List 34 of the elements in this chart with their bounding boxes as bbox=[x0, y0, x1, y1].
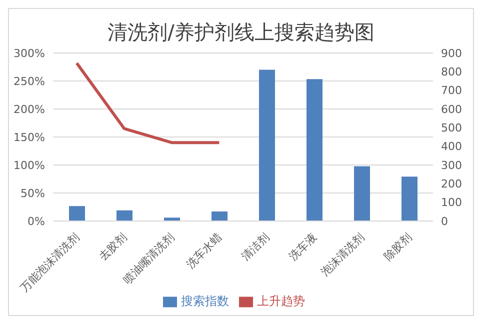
y2-tick-label: 200 bbox=[441, 178, 462, 191]
y2-tick-label: 400 bbox=[441, 140, 462, 154]
y2-tick-label: 900 bbox=[441, 46, 462, 60]
chart-title: 清洗剂/养护剂线上搜索趋势图 bbox=[108, 20, 374, 44]
y-tick-label: 100% bbox=[14, 158, 45, 172]
legend-label: 上升趋势 bbox=[257, 294, 305, 308]
x-tick-label: 洗车液 bbox=[286, 230, 320, 264]
y-tick-label: 50% bbox=[20, 186, 45, 200]
bar bbox=[354, 166, 370, 221]
x-tick-label: 除胶剂 bbox=[382, 230, 414, 264]
bar bbox=[116, 210, 132, 221]
x-tick-label: 去胶剂 bbox=[96, 230, 130, 264]
x-tick-label: 泡沫清洗剂 bbox=[318, 230, 367, 279]
y2-tick-label: 0 bbox=[441, 214, 448, 228]
x-tick-label: 洗车水蜡 bbox=[184, 230, 224, 272]
y-tick-label: 250% bbox=[14, 74, 45, 88]
x-tick-label: 万能泡沫清洗剂 bbox=[18, 230, 82, 294]
y-tick-label: 300% bbox=[14, 46, 45, 60]
y-tick-label: 150% bbox=[14, 130, 45, 144]
x-tick-label: 清洁剂 bbox=[239, 230, 272, 264]
y2-tick-label: 500 bbox=[441, 122, 462, 135]
y2-tick-label: 800 bbox=[441, 66, 462, 79]
legend-label: 搜索指数 bbox=[181, 294, 229, 308]
bar bbox=[402, 176, 418, 221]
y-tick-label: 0% bbox=[28, 214, 45, 228]
bar bbox=[306, 79, 322, 221]
y2-tick-label: 700 bbox=[441, 84, 462, 98]
y2-tick-label: 600 bbox=[441, 102, 462, 116]
bar bbox=[212, 211, 228, 221]
y-tick-label: 200% bbox=[14, 102, 45, 116]
bar bbox=[69, 206, 85, 221]
y2-tick-label: 100 bbox=[441, 196, 462, 210]
y2-tick-label: 300 bbox=[441, 158, 462, 172]
bar bbox=[259, 70, 275, 221]
